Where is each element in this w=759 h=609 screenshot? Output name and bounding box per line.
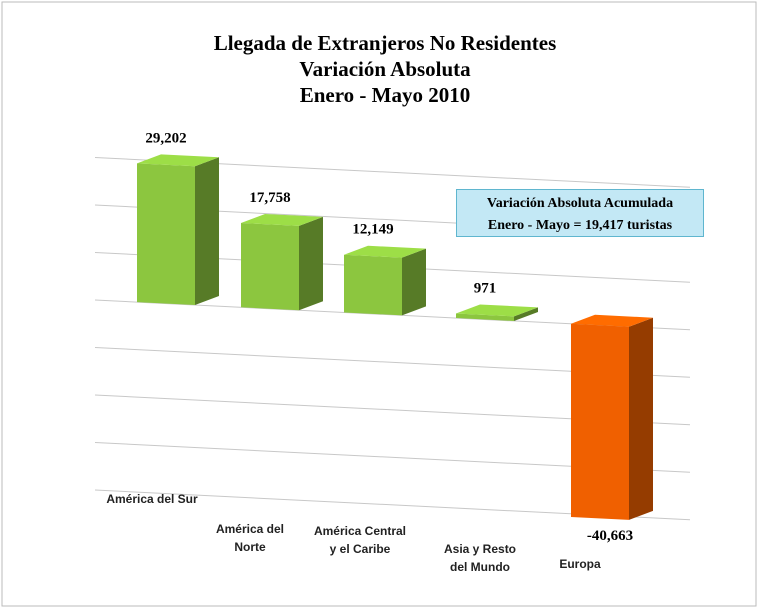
bar-side	[195, 157, 219, 305]
value-label: 17,758	[249, 190, 290, 206]
bar-top	[571, 314, 653, 327]
chart-title: Enero - Mayo 2010	[300, 83, 471, 107]
bar-front	[344, 254, 402, 316]
x-tick-label: Asia y Resto del Mundo	[443, 542, 517, 574]
bar	[241, 213, 323, 311]
bar-top	[344, 245, 426, 258]
value-label: -40,663	[587, 528, 633, 544]
bar	[137, 154, 219, 305]
x-tick-label: América del Sur	[106, 492, 198, 506]
x-tick-label: Europa	[559, 557, 601, 571]
chart-title: Llegada de Extranjeros No Residentes	[214, 31, 557, 55]
bar-side	[299, 216, 323, 311]
x-tick-label: América Central y el Caribe	[313, 524, 407, 556]
bar	[456, 304, 538, 321]
bar	[571, 314, 653, 520]
annotation-line: Enero - Mayo = 19,417 turistas	[487, 218, 673, 233]
bar-front	[137, 163, 195, 305]
bar-top	[137, 154, 219, 167]
bar-side	[402, 248, 426, 316]
value-label: 971	[474, 280, 497, 296]
bar-front	[241, 222, 299, 311]
bar-side	[629, 317, 653, 520]
bar-top	[456, 304, 538, 317]
bar-front	[571, 323, 629, 520]
chart-title: Variación Absoluta	[299, 57, 471, 81]
bar-side	[514, 307, 538, 321]
value-label: 29,202	[145, 130, 186, 146]
bar-front	[456, 313, 514, 321]
bar	[344, 245, 426, 316]
value-label: 12,149	[352, 222, 393, 238]
bar-top	[241, 213, 323, 226]
annotation-line: Variación Absoluta Acumulada	[486, 196, 674, 211]
annotation: Variación Absoluta Acumulada Enero - May…	[456, 189, 704, 237]
x-tick-label: América del Norte	[215, 522, 285, 554]
